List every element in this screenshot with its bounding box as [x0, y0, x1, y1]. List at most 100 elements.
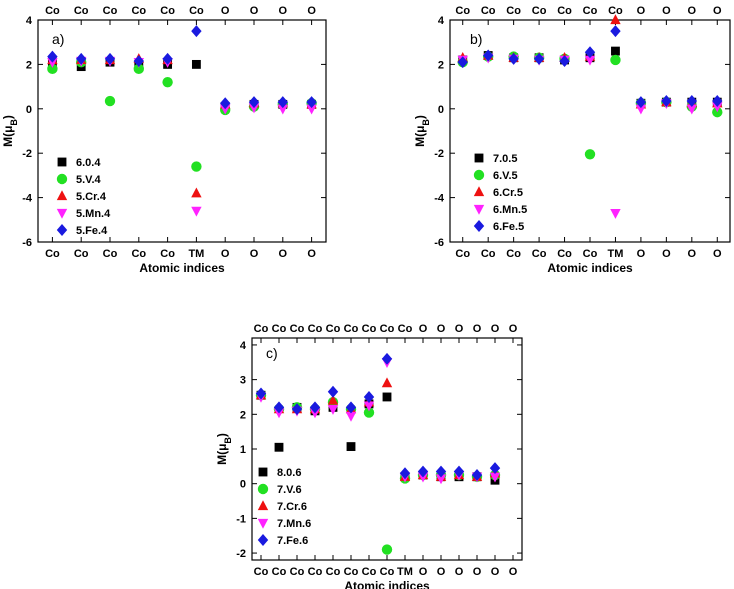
data-point — [291, 403, 303, 416]
x-tick-label-top: O — [688, 5, 697, 17]
x-tick-label: Co — [506, 248, 521, 260]
x-tick-label-top: O — [637, 5, 646, 17]
y-tick-label: -6 — [22, 237, 32, 249]
x-tick-label: O — [419, 566, 428, 578]
x-tick-label-top: Co — [362, 323, 377, 335]
data-point — [47, 58, 58, 68]
data-point — [277, 104, 288, 115]
data-point — [489, 472, 501, 483]
x-tick-label-top: O — [307, 5, 316, 17]
data-point — [274, 442, 284, 452]
data-point — [559, 55, 570, 68]
data-point — [47, 63, 58, 75]
x-tick-label-top: Co — [344, 323, 359, 335]
x-tick-label: Co — [583, 248, 598, 260]
x-tick-label-top: Co — [254, 323, 269, 335]
data-point — [457, 56, 468, 69]
y-axis-title-base: M(μ — [215, 444, 229, 465]
data-point — [382, 392, 392, 402]
y-axis-title: M(μB) — [413, 115, 431, 147]
x-tick-label: O — [455, 566, 464, 578]
y-tick-label: -2 — [236, 548, 246, 560]
x-tick-label: Co — [308, 566, 323, 578]
data-point — [309, 401, 321, 414]
x-tick-label: Co — [362, 566, 377, 578]
data-point — [635, 96, 647, 109]
x-tick-label-top: Co — [481, 5, 496, 17]
y-tick-label: 0 — [438, 104, 444, 116]
y-axis-title-base: M(μ — [413, 126, 427, 147]
chart-panel-b: 4 2 0 -2 -4 -6 Co Co Co Co Co Co TM O O O O Co Co Co Co Co Co C… — [413, 5, 731, 275]
x-tick-label-top: O — [491, 323, 500, 335]
x-tick-label: O — [688, 248, 697, 260]
panel-label: a) — [52, 31, 64, 47]
legend-label: 5.V.4 — [76, 174, 102, 186]
x-tick-label: O — [221, 248, 230, 260]
legend-marker — [257, 534, 269, 546]
x-tick-label: Co — [532, 248, 547, 260]
data-point — [661, 95, 672, 108]
y-axis-title: M(μB) — [215, 433, 233, 465]
data-point — [327, 404, 339, 415]
x-tick-label-top: Co — [506, 5, 521, 17]
x-tick-label-top: Co — [608, 5, 623, 17]
legend-label: 5.Fe.4 — [76, 225, 108, 237]
legend-marker — [257, 518, 269, 529]
x-tick-label: O — [473, 566, 482, 578]
y-axis-title-sub: B — [9, 119, 19, 126]
legend-label: 6.Cr.5 — [493, 187, 523, 199]
x-tick-label: Co — [481, 248, 496, 260]
x-tick-label-top: O — [455, 323, 464, 335]
x-tick-label-top: Co — [160, 5, 175, 17]
data-point — [381, 377, 393, 388]
legend-label: 7.Mn.6 — [277, 518, 311, 530]
x-tick-label: O — [437, 566, 446, 578]
x-tick-label-top: O — [221, 5, 230, 17]
x-tick-label: Co — [455, 248, 470, 260]
data-point — [162, 52, 173, 65]
x-tick-label-top: O — [473, 323, 482, 335]
data-point — [471, 469, 483, 481]
data-point — [508, 52, 519, 65]
x-tick-label: Co — [254, 566, 269, 578]
data-point — [306, 96, 317, 109]
data-point — [686, 104, 698, 115]
data-point — [133, 55, 144, 68]
x-tick-label-top: Co — [74, 5, 89, 17]
x-tick-label: Co — [290, 566, 305, 578]
y-axis-title-sub: B — [421, 119, 431, 126]
data-point — [417, 472, 429, 483]
data-point — [346, 442, 356, 451]
legend-label: 6.Fe.5 — [493, 221, 524, 233]
legend-marker — [257, 500, 269, 511]
y-tick-label: 0 — [26, 104, 32, 116]
y-tick-label: -1 — [236, 513, 246, 525]
x-tick-label-top: Co — [103, 5, 118, 17]
data-point — [327, 394, 339, 405]
y-tick-label: 2 — [438, 59, 444, 71]
x-tick-label: TM — [397, 566, 413, 578]
data-point — [248, 96, 260, 109]
data-point — [712, 95, 723, 108]
y-tick-label: 3 — [240, 375, 246, 387]
legend-label: 6.Mn.5 — [493, 204, 527, 216]
x-axis-title: Atomic indices — [547, 261, 633, 275]
data-point — [273, 408, 285, 419]
x-tick-label-top: Co — [308, 323, 323, 335]
y-tick-label: 4 — [438, 15, 445, 27]
x-tick-label: Co — [74, 248, 89, 260]
y-tick-label: 2 — [26, 59, 32, 71]
legend-marker — [473, 220, 485, 232]
y-tick-label: -2 — [22, 148, 32, 160]
data-point — [712, 102, 723, 113]
data-point — [381, 544, 393, 555]
legend-label: 6.0.4 — [76, 157, 101, 169]
y-tick-label: -4 — [434, 193, 445, 205]
data-point — [610, 54, 621, 66]
data-point — [611, 46, 620, 56]
x-tick-label: O — [509, 566, 518, 578]
x-axis-title: Atomic indices — [139, 261, 225, 275]
data-point — [399, 467, 411, 480]
x-tick-label-top: Co — [131, 5, 146, 17]
